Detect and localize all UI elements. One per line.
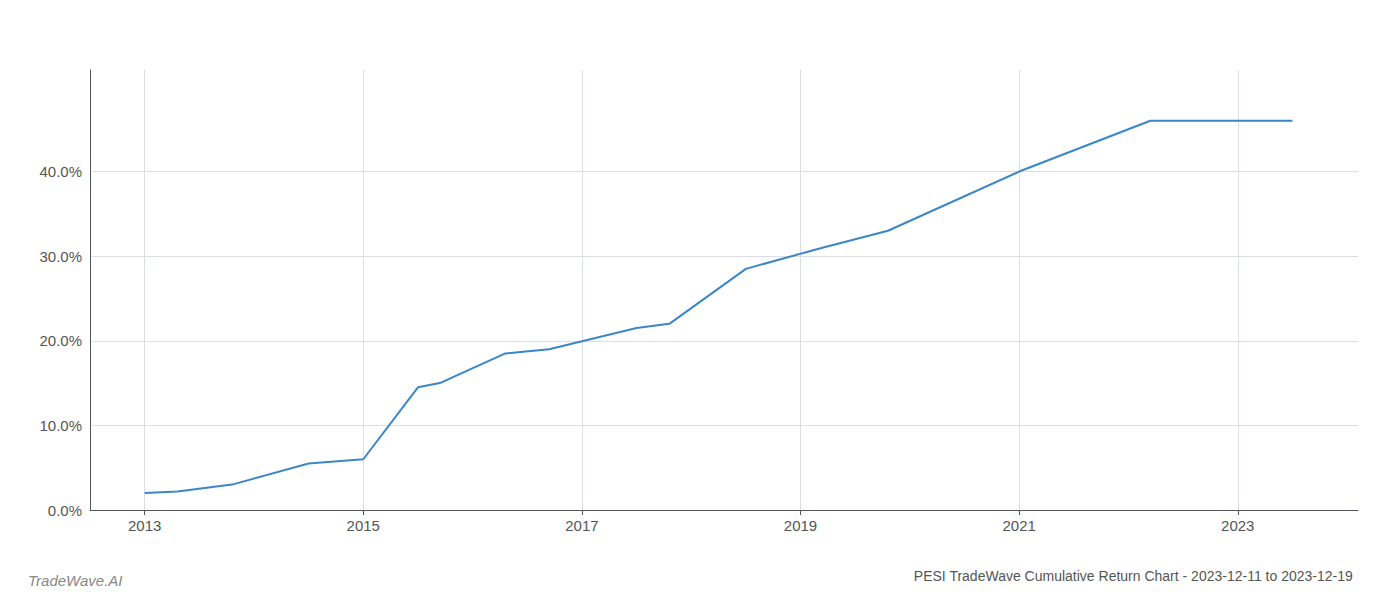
svg-text:40.0%: 40.0% [39, 163, 82, 180]
svg-text:2021: 2021 [1002, 517, 1035, 534]
svg-text:2017: 2017 [565, 517, 598, 534]
svg-text:TradeWave.AI: TradeWave.AI [28, 572, 122, 589]
svg-text:2023: 2023 [1221, 517, 1254, 534]
svg-text:20.0%: 20.0% [39, 332, 82, 349]
svg-text:PESI TradeWave Cumulative Retu: PESI TradeWave Cumulative Return Chart -… [914, 568, 1353, 584]
svg-text:0.0%: 0.0% [48, 502, 82, 519]
svg-text:2019: 2019 [784, 517, 817, 534]
svg-text:2015: 2015 [347, 517, 380, 534]
svg-text:30.0%: 30.0% [39, 248, 82, 265]
svg-text:10.0%: 10.0% [39, 417, 82, 434]
svg-text:2013: 2013 [128, 517, 161, 534]
